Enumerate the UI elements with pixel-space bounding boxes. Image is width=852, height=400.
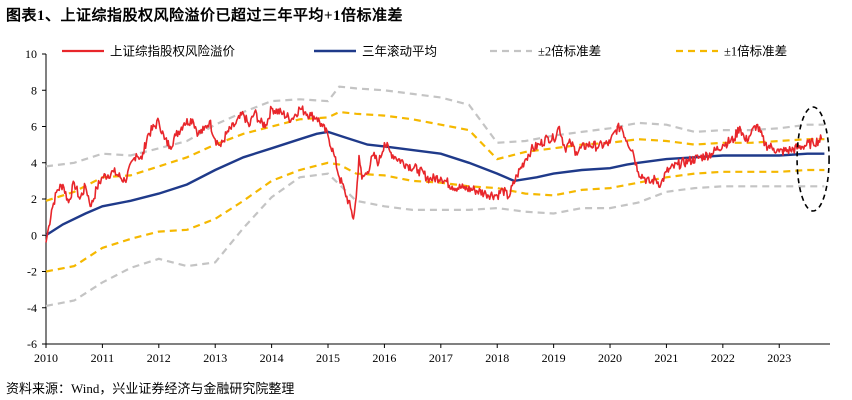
y-tick-label: -6 [27, 337, 37, 351]
legend-label-sd1: ±1倍标准差 [724, 44, 787, 59]
y-tick-label: 2 [31, 192, 37, 206]
sd1-lower-line [45, 161, 825, 273]
figure-source: 资料来源：Wind，兴业证券经济与金融研究院整理 [6, 381, 295, 396]
chart-series [45, 85, 825, 307]
x-tick-label: 2011 [91, 351, 115, 365]
x-tick-label: 2016 [372, 351, 396, 365]
chart-legend: 上证综指股权风险溢价 三年滚动平均 ±2倍标准差 ±1倍标准差 [62, 44, 787, 59]
x-tick-label: 2015 [316, 351, 340, 365]
x-tick-label: 2021 [654, 351, 678, 365]
figure-title: 图表1、上证综指股权风险溢价已超过三年平均+1倍标准差 [6, 8, 404, 24]
legend-label-erp: 上证综指股权风险溢价 [110, 44, 236, 59]
y-tick-label: 6 [31, 120, 37, 134]
legend-label-sd2: ±2倍标准差 [538, 44, 601, 59]
y-tick-label: -2 [27, 265, 37, 279]
highlight-ellipse [796, 106, 830, 212]
y-tick-label: -4 [27, 301, 37, 315]
sd2-upper-line [45, 85, 825, 168]
x-tick-label: 2013 [203, 351, 227, 365]
y-tick-label: 0 [31, 228, 37, 242]
x-tick-label: 2014 [260, 351, 284, 365]
x-tick-label: 2012 [147, 351, 171, 365]
sd2-lower-line [45, 172, 825, 307]
y-tick-label: 10 [25, 47, 37, 61]
x-tick-label: 2010 [34, 351, 58, 365]
y-tick-label: 8 [31, 83, 37, 97]
x-tick-label: 2019 [542, 351, 566, 365]
chart-axes: -6 -4 -2 0 2 4 6 8 10 2010 2011 2012 2013 2014 2015 201… [25, 47, 830, 365]
x-tick-label: 2023 [767, 351, 791, 365]
y-tick-label: 4 [31, 156, 37, 170]
rolling-average-line [45, 130, 825, 237]
x-tick-label: 2022 [711, 351, 735, 365]
x-tick-label: 2017 [429, 351, 453, 365]
chart-annotations [796, 106, 830, 212]
x-tick-label: 2020 [598, 351, 622, 365]
erp-line [45, 105, 823, 243]
x-tick-label: 2018 [485, 351, 509, 365]
sd1-upper-line [45, 110, 825, 202]
legend-label-avg: 三年滚动平均 [362, 44, 437, 59]
